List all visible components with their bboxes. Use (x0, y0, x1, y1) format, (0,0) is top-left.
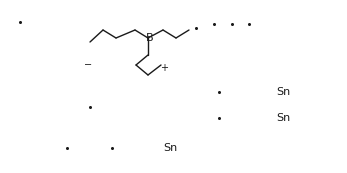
Text: Sn: Sn (276, 113, 290, 123)
Text: +: + (160, 63, 168, 73)
Text: Sn: Sn (276, 87, 290, 97)
Text: Sn: Sn (163, 143, 177, 153)
Text: B: B (146, 33, 154, 43)
Text: −: − (84, 60, 92, 70)
